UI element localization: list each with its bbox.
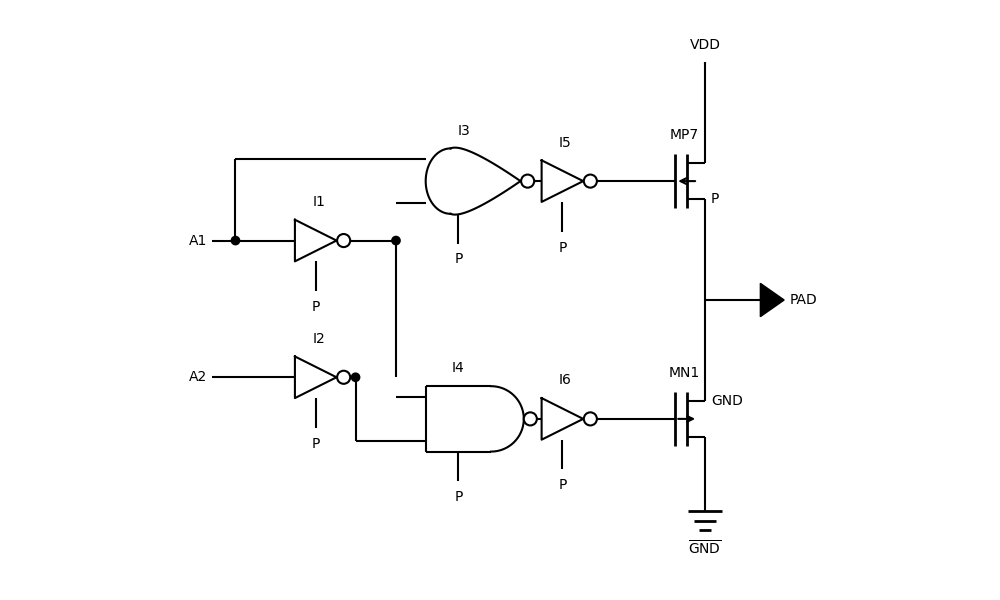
Circle shape [584, 175, 597, 188]
Circle shape [337, 371, 350, 384]
Text: P: P [558, 478, 567, 493]
Text: VDD: VDD [690, 38, 721, 52]
Circle shape [584, 412, 597, 425]
Text: P: P [711, 192, 719, 206]
Circle shape [392, 236, 400, 245]
Text: I5: I5 [559, 136, 572, 149]
Text: $\overline{\mathrm{GND}}$: $\overline{\mathrm{GND}}$ [688, 539, 722, 558]
Text: I6: I6 [559, 373, 572, 388]
Text: I4: I4 [452, 361, 465, 376]
Text: P: P [312, 300, 320, 314]
Circle shape [521, 175, 534, 188]
Circle shape [351, 373, 360, 382]
Circle shape [231, 236, 240, 245]
Text: A1: A1 [189, 233, 208, 248]
Text: MN1: MN1 [669, 366, 700, 380]
Text: GND: GND [711, 394, 743, 408]
Circle shape [524, 412, 537, 425]
Text: P: P [454, 253, 463, 266]
Text: MP7: MP7 [670, 128, 699, 142]
Text: I2: I2 [312, 332, 325, 346]
Text: P: P [454, 490, 463, 504]
Text: PAD: PAD [790, 293, 818, 307]
Circle shape [337, 234, 350, 247]
Text: I1: I1 [312, 195, 325, 209]
Text: I3: I3 [458, 124, 471, 138]
Text: P: P [312, 437, 320, 451]
Polygon shape [760, 283, 784, 317]
Text: P: P [558, 241, 567, 254]
Text: A2: A2 [189, 370, 208, 384]
